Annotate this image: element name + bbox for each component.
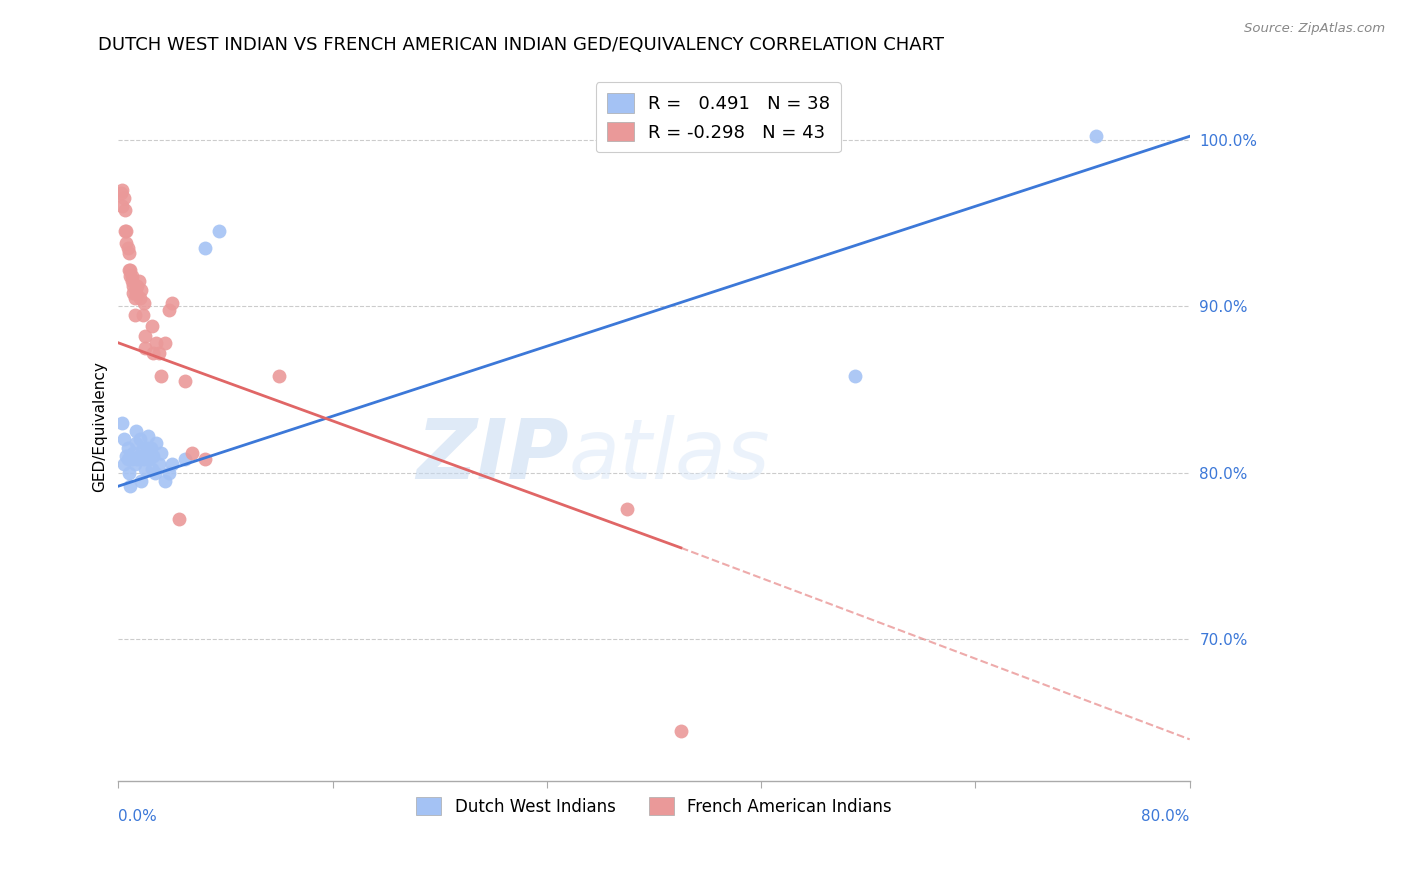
Point xyxy=(139,441,162,455)
Point xyxy=(120,269,142,284)
Point xyxy=(128,449,150,463)
Point xyxy=(160,296,183,310)
Point xyxy=(128,274,150,288)
Point xyxy=(131,441,153,455)
Point xyxy=(174,452,197,467)
Text: ZIP: ZIP xyxy=(416,415,568,496)
Point xyxy=(121,269,143,284)
Point xyxy=(208,224,231,238)
Point xyxy=(112,433,135,447)
Text: 0.0%: 0.0% xyxy=(118,809,157,824)
Point xyxy=(115,235,138,250)
Point xyxy=(167,512,190,526)
Point xyxy=(194,241,217,255)
Point xyxy=(111,183,134,197)
Point xyxy=(111,416,134,430)
Point xyxy=(269,369,291,384)
Point xyxy=(114,224,136,238)
Point xyxy=(148,346,170,360)
Point xyxy=(134,462,156,476)
Point xyxy=(142,449,165,463)
Text: atlas: atlas xyxy=(568,415,770,496)
Point xyxy=(150,446,173,460)
Point xyxy=(135,441,157,455)
Point xyxy=(129,474,152,488)
Point xyxy=(121,274,143,288)
Point xyxy=(128,433,150,447)
Point xyxy=(142,346,165,360)
Point xyxy=(115,449,138,463)
Point xyxy=(132,452,155,467)
Point xyxy=(118,466,141,480)
Point xyxy=(157,302,180,317)
Text: 80.0%: 80.0% xyxy=(1142,809,1189,824)
Y-axis label: GED/Equivalency: GED/Equivalency xyxy=(93,361,107,492)
Point xyxy=(138,452,160,467)
Point xyxy=(145,335,167,350)
Point xyxy=(112,191,135,205)
Point xyxy=(143,466,166,480)
Point xyxy=(122,446,145,460)
Point xyxy=(117,241,139,255)
Point xyxy=(111,199,134,213)
Point xyxy=(134,329,156,343)
Point xyxy=(669,724,692,739)
Point xyxy=(160,458,183,472)
Point xyxy=(157,466,180,480)
Point xyxy=(110,186,132,200)
Point xyxy=(129,283,152,297)
Point xyxy=(128,291,150,305)
Point xyxy=(124,291,146,305)
Point xyxy=(117,452,139,467)
Point xyxy=(118,262,141,277)
Point xyxy=(181,446,204,460)
Point xyxy=(155,335,177,350)
Point xyxy=(121,452,143,467)
Point xyxy=(114,202,136,217)
Point xyxy=(148,458,170,472)
Text: DUTCH WEST INDIAN VS FRENCH AMERICAN INDIAN GED/EQUIVALENCY CORRELATION CHART: DUTCH WEST INDIAN VS FRENCH AMERICAN IND… xyxy=(98,36,945,54)
Point xyxy=(174,374,197,388)
Point xyxy=(118,246,141,260)
Point xyxy=(844,369,866,384)
Point xyxy=(136,429,159,443)
Point xyxy=(122,279,145,293)
Point xyxy=(112,458,135,472)
Point xyxy=(122,285,145,300)
Point xyxy=(115,224,138,238)
Point xyxy=(194,452,217,467)
Text: Source: ZipAtlas.com: Source: ZipAtlas.com xyxy=(1244,22,1385,36)
Point xyxy=(124,308,146,322)
Point xyxy=(141,462,163,476)
Point xyxy=(134,341,156,355)
Point xyxy=(125,285,148,300)
Legend: Dutch West Indians, French American Indians: Dutch West Indians, French American Indi… xyxy=(409,790,898,822)
Point xyxy=(127,279,149,293)
Point xyxy=(117,441,139,455)
Point xyxy=(155,474,177,488)
Point xyxy=(141,319,163,334)
Point xyxy=(120,262,142,277)
Point xyxy=(616,502,638,516)
Point xyxy=(120,479,142,493)
Point xyxy=(125,424,148,438)
Point xyxy=(125,435,148,450)
Point xyxy=(150,369,173,384)
Point xyxy=(124,458,146,472)
Point xyxy=(127,452,149,467)
Point xyxy=(145,435,167,450)
Point xyxy=(1084,129,1107,144)
Point xyxy=(132,296,155,310)
Point xyxy=(131,308,153,322)
